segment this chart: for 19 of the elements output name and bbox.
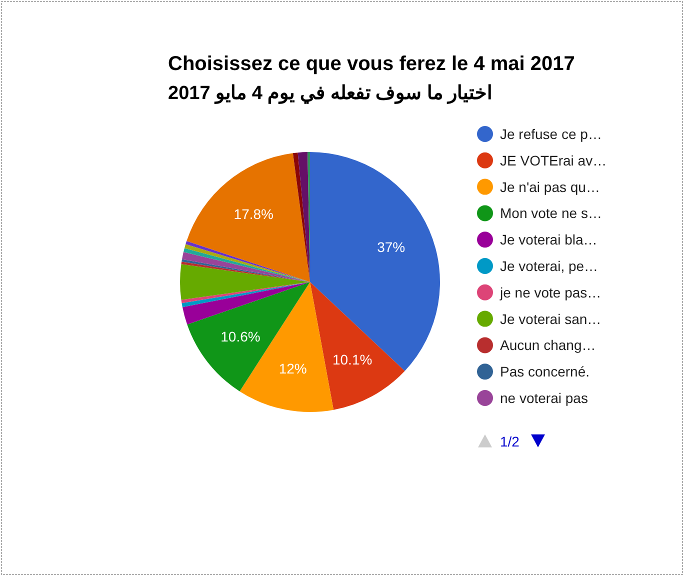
legend-label: Je voterai san…	[500, 310, 602, 327]
legend-label: Je voterai bla…	[500, 232, 598, 248]
chart-title: Choisissez ce que vous ferez le 4 mai 2017	[168, 53, 575, 75]
legend-label: je ne vote pas…	[499, 284, 602, 300]
data-label: 10.1%	[332, 352, 372, 368]
legend-label: ne voterai pas	[500, 390, 588, 406]
data-label: 12%	[278, 360, 307, 377]
data-label: 17.8%	[234, 206, 274, 222]
chart-subtitle: اختيار ما سوف تفعله في يوم 4 مايو 2017	[168, 83, 492, 105]
legend-label: Mon vote ne s…	[500, 205, 602, 222]
legend-label: Je refuse ce p…	[500, 126, 602, 142]
data-label: 37%	[377, 238, 406, 255]
legend-label: Aucun chang…	[500, 337, 596, 354]
legend-label: Pas concerné.	[500, 364, 590, 380]
legend-label: JE VOTErai av…	[500, 152, 607, 168]
legend-label: Je voterai, pe…	[500, 258, 598, 274]
text: 1/2	[500, 433, 520, 450]
data-label: 10.6%	[220, 328, 260, 345]
legend-label: Je n'ai pas qu…	[500, 178, 600, 195]
